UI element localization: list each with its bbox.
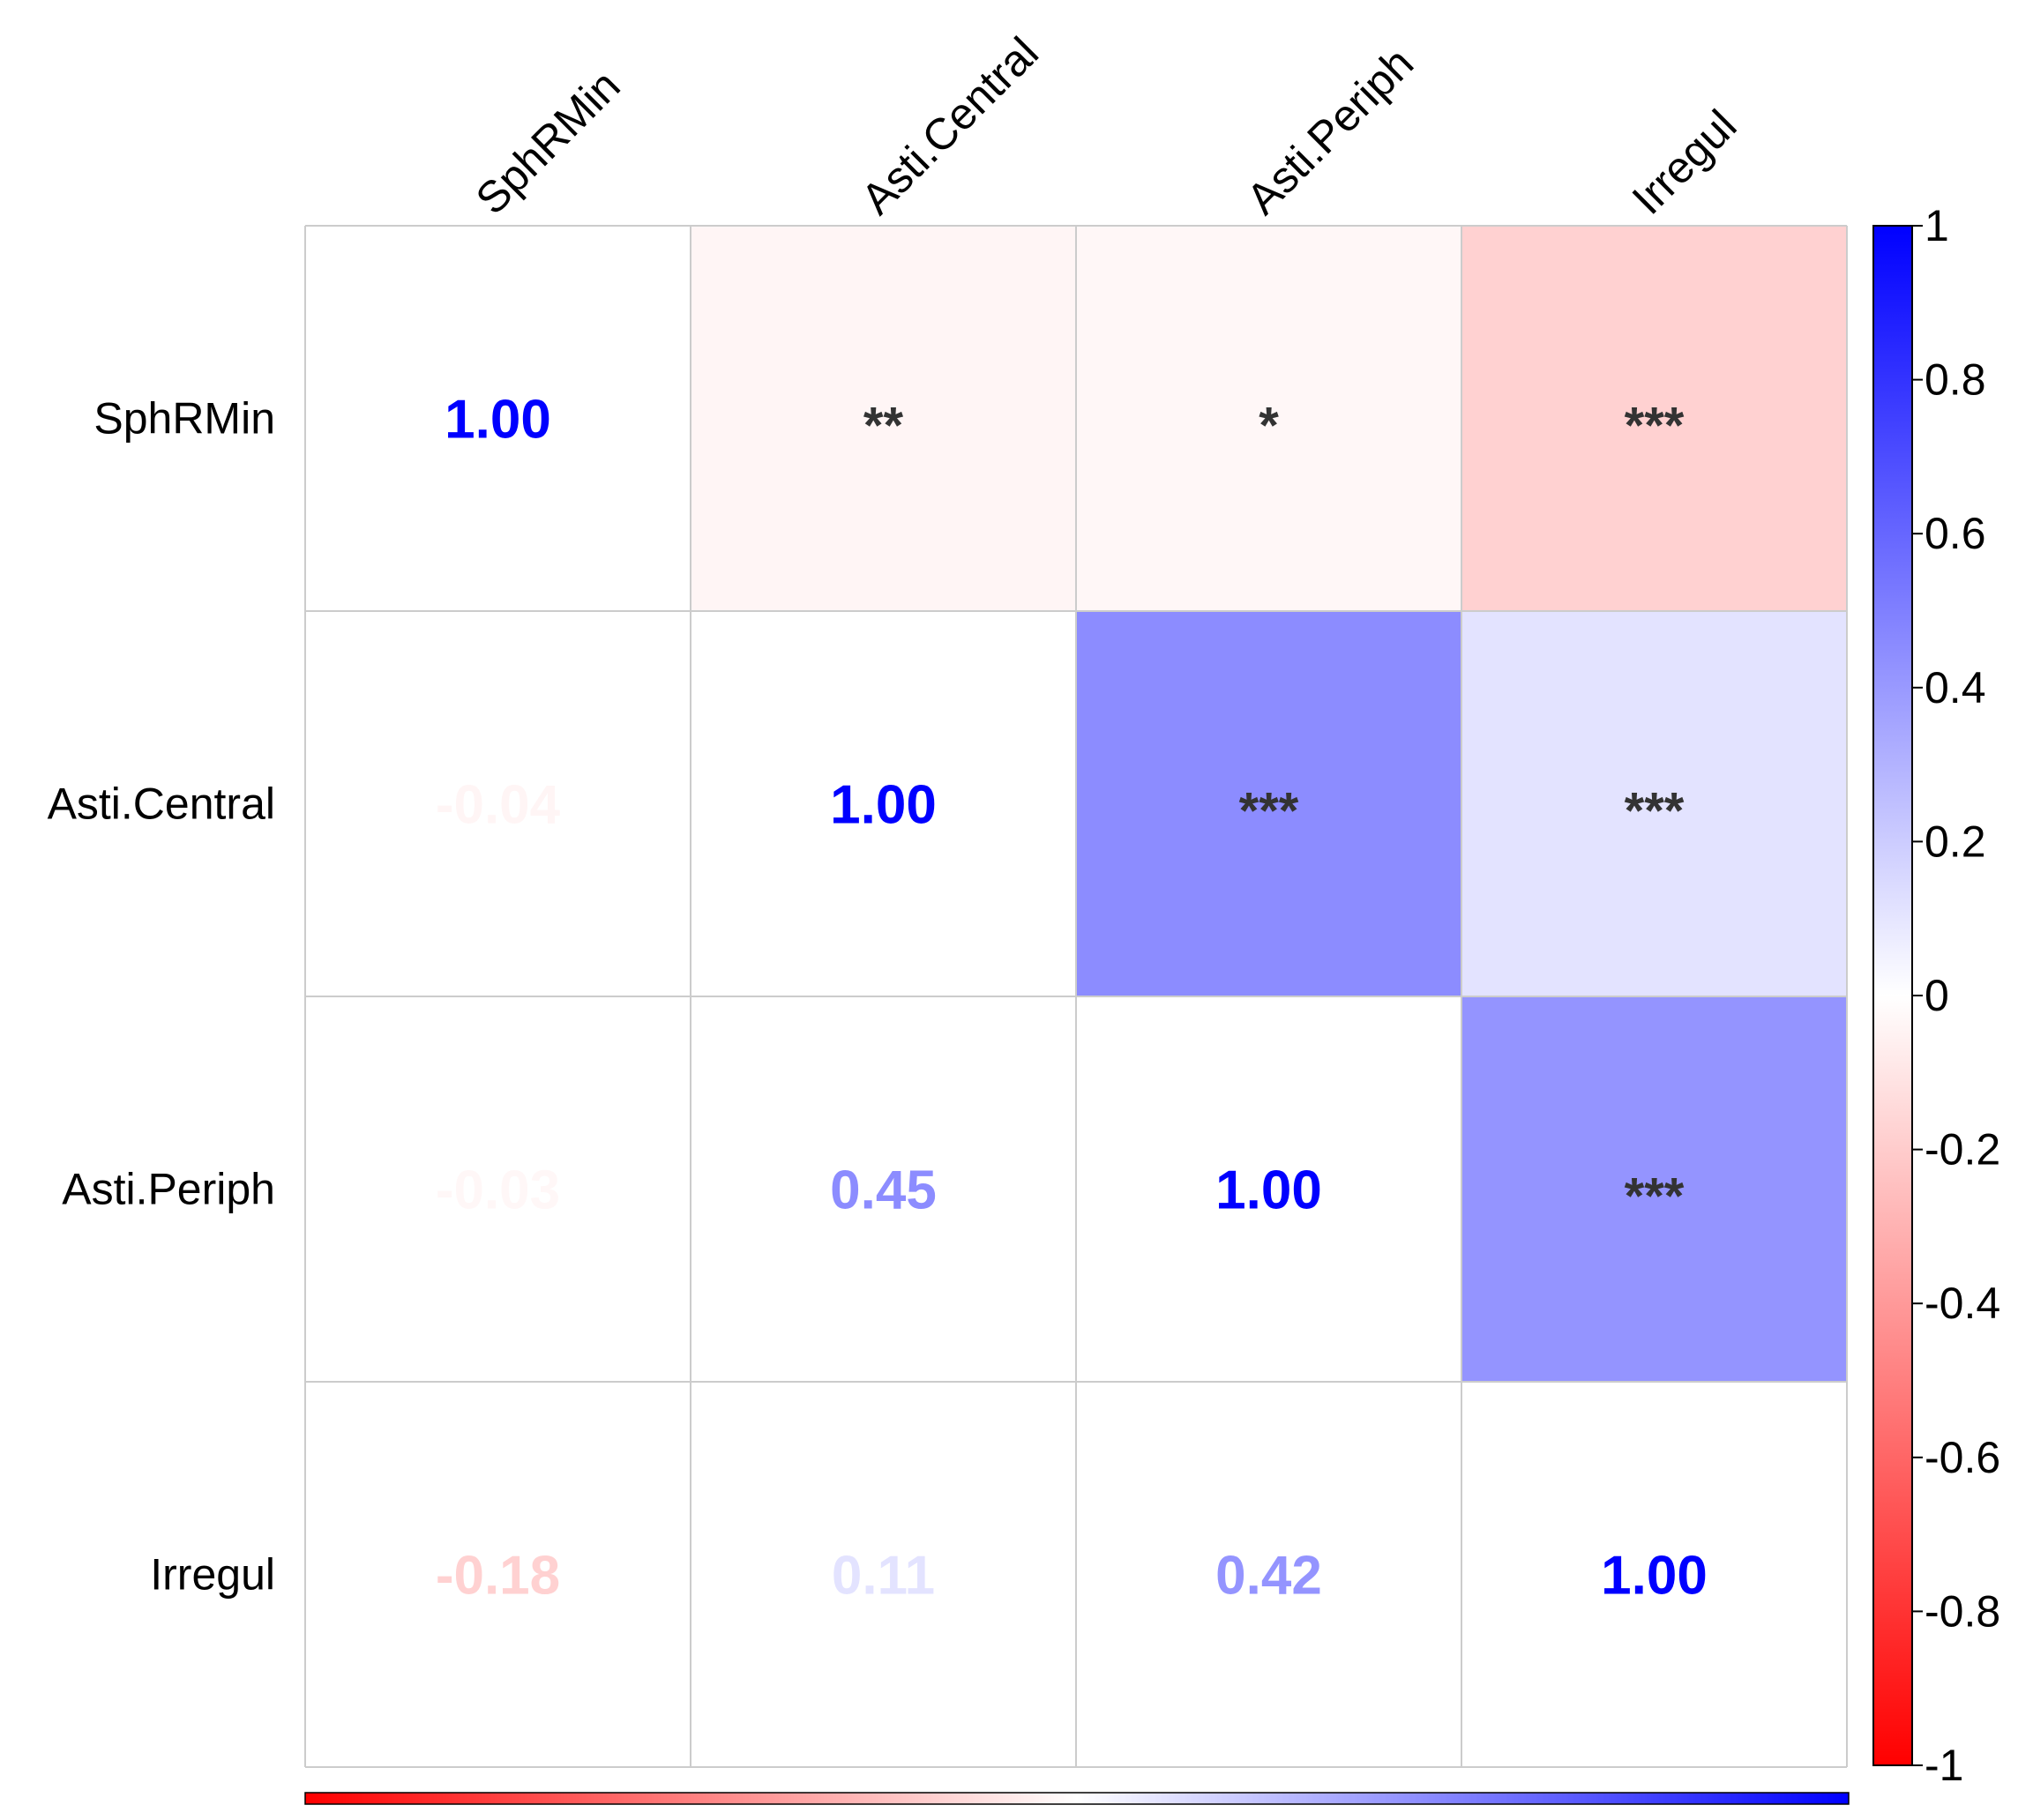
- correlation-value-label: 0.45: [830, 1160, 937, 1221]
- significance-stars: ***: [1625, 1168, 1685, 1226]
- colorbar-tick-label: -0.8: [1925, 1586, 2000, 1636]
- heatmap-cell-Asti.Central-SphRMin: [305, 611, 691, 996]
- heatmap-cell-SphRMin-Irregul: [1461, 226, 1847, 611]
- correlation-value-label: -0.18: [436, 1546, 560, 1607]
- significance-stars: ***: [1625, 398, 1685, 455]
- colorbar-tick-label: -0.6: [1925, 1433, 2000, 1482]
- correlation-value-label: 1.00: [830, 775, 937, 836]
- row-label: SphRMin: [93, 394, 275, 444]
- row-label: Irregul: [150, 1550, 275, 1600]
- heatmap-cells: [305, 226, 1847, 1767]
- colorbar-tick-label: -0.4: [1925, 1279, 2000, 1328]
- heatmap-cell-Irregul-SphRMin: [305, 1382, 691, 1767]
- heatmap-cell-SphRMin-SphRMin: [305, 226, 691, 611]
- correlation-value-label: 0.42: [1215, 1546, 1322, 1607]
- heatmap-cell-SphRMin-Asti.Periph: [1076, 226, 1461, 611]
- colorbar-gradient: [1872, 225, 1913, 1766]
- cell-labels: 1.00 ** * ***-0.04 1.00 *** ***-0.03 0.45 1.00 **…: [436, 390, 1708, 1607]
- colorbar-tick-label: -1: [1925, 1741, 1963, 1790]
- heatmap-cell-Irregul-Asti.Central: [691, 1382, 1076, 1767]
- significance-stars: ***: [1625, 783, 1685, 840]
- correlation-value-label: -0.03: [436, 1160, 560, 1221]
- grid-lines: [304, 225, 1848, 1768]
- heatmap-cell-SphRMin-Asti.Central: [691, 226, 1076, 611]
- heatmap-cell-Asti.Periph-Asti.Periph: [1076, 996, 1461, 1382]
- column-label: SphRMin: [467, 61, 630, 224]
- correlation-value-label: 1.00: [1215, 1160, 1322, 1221]
- colorbar-tick-label: -0.2: [1925, 1125, 2000, 1175]
- heatmap-cell-Asti.Periph-SphRMin: [305, 996, 691, 1382]
- correlation-value-label: 0.11: [832, 1546, 935, 1607]
- horizontal-color-strip: [304, 1792, 1850, 1805]
- heatmap-cell-Irregul-Asti.Periph: [1076, 1382, 1461, 1767]
- colorbar-tick-label: 0: [1925, 971, 1949, 1020]
- correlation-value-label: -0.04: [436, 775, 561, 836]
- heatmap-cell-Irregul-Irregul: [1461, 1382, 1847, 1767]
- colorbar-tick-label: 0.2: [1925, 817, 1986, 866]
- correlation-value-label: 1.00: [445, 390, 551, 451]
- colorbar-tick-label: 0.6: [1925, 509, 1986, 558]
- heatmap-cell-Asti.Central-Asti.Central: [691, 611, 1076, 996]
- row-labels: SphRMin Asti.Central Asti.Periph Irregul: [48, 394, 275, 1600]
- row-label: Asti.Periph: [62, 1165, 275, 1214]
- significance-stars: **: [863, 398, 904, 455]
- significance-stars: ***: [1239, 783, 1299, 840]
- colorbar-tick-label: 0.8: [1925, 355, 1986, 405]
- heatmap-cell-Asti.Central-Irregul: [1461, 611, 1847, 996]
- column-label: Irregul: [1623, 101, 1746, 224]
- colorbar-tick-label: 0.4: [1925, 663, 1986, 712]
- correlation-value-label: 1.00: [1601, 1546, 1708, 1607]
- colorbar-tick-label: 1: [1925, 201, 1949, 250]
- colorbar: 1 0.8 0.6 0.4 0.2 0 -0.2 -0.4 -0.6 -0.8 -1: [1872, 201, 2000, 1790]
- column-label: Asti.Central: [852, 27, 1048, 223]
- heatmap-cell-Asti.Periph-Irregul: [1461, 996, 1847, 1382]
- column-labels: SphRMin Asti.Central Asti.Periph Irregul: [467, 27, 1746, 223]
- row-label: Asti.Central: [48, 779, 275, 829]
- heatmap-cell-Asti.Periph-Asti.Central: [691, 996, 1076, 1382]
- horizontal-color-strip-bar: [304, 1792, 1850, 1805]
- heatmap-cell-Asti.Central-Asti.Periph: [1076, 611, 1461, 996]
- significance-stars: *: [1259, 398, 1279, 455]
- column-label: Asti.Periph: [1237, 38, 1424, 224]
